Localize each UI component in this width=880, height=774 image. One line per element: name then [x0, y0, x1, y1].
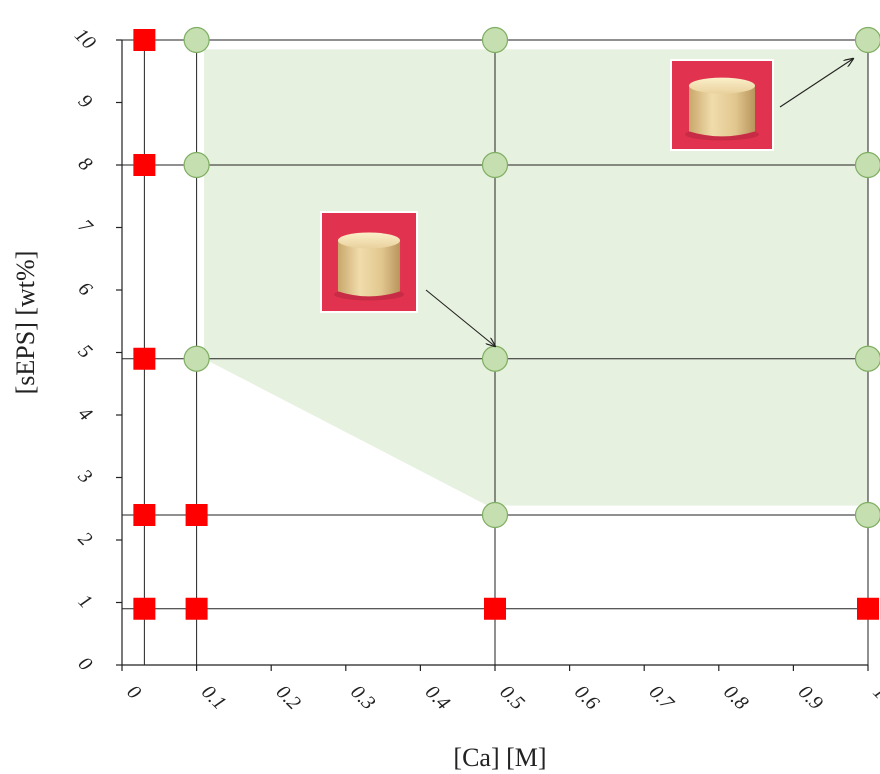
x-tick-label: 0.6: [570, 681, 603, 714]
gel-body: [337, 240, 401, 297]
x-tick-label: 0.1: [197, 681, 230, 714]
x-tick-label: 0.4: [421, 681, 454, 714]
green-circle-point: [854, 151, 880, 179]
red-square-point: [133, 29, 156, 51]
gel-sample-photo: [320, 211, 495, 346]
y-tick-label: 6: [74, 278, 97, 301]
green-circle-point: [481, 151, 509, 179]
y-tick-label: 4: [74, 403, 97, 426]
gel-body: [689, 85, 755, 137]
annotation-arrow: [779, 59, 853, 108]
axes: [116, 39, 869, 671]
red-square-point: [133, 154, 156, 176]
y-tick-label: 0: [74, 653, 97, 676]
gelation-region: [204, 49, 869, 506]
gel-sample-photo: [670, 59, 853, 151]
gelation-region-fill: [204, 49, 869, 506]
data-points: [133, 26, 880, 620]
red-square-point: [484, 597, 506, 620]
green-circle-point: [183, 345, 210, 372]
red-square-point: [133, 347, 156, 370]
green-circle-point: [854, 345, 880, 372]
red-square-point: [185, 597, 208, 620]
annotation-arrow: [425, 289, 495, 346]
green-circle-point: [481, 345, 509, 372]
y-axis-label: [sEPS] [wt%]: [11, 251, 40, 395]
green-circle-point: [854, 501, 880, 529]
y-tick-label: 10: [70, 24, 100, 54]
x-axis-label: [Ca] [M]: [453, 743, 546, 772]
x-tick-label: 0.5: [495, 681, 528, 714]
green-circle-point: [854, 26, 880, 54]
x-tick-label: 0.8: [719, 681, 752, 714]
green-circle-point: [183, 26, 210, 54]
x-tick-label: 0.9: [794, 681, 827, 714]
y-tick-label: 8: [74, 153, 97, 176]
gel-top: [689, 77, 755, 94]
red-square-point: [133, 504, 156, 526]
y-tick-label: 7: [74, 215, 97, 238]
red-square-point: [185, 504, 208, 526]
x-tick-label: 0.3: [346, 681, 379, 714]
red-square-point: [857, 597, 879, 620]
gel-top: [337, 232, 401, 249]
y-tick-label: 2: [74, 528, 97, 551]
y-tick-label: 9: [74, 90, 97, 113]
x-tick-label: 1: [868, 681, 880, 704]
y-tick-label: 3: [73, 464, 96, 487]
green-circle-point: [481, 501, 509, 529]
x-tick-label: 0.7: [645, 681, 679, 715]
x-tick-label: 0.2: [272, 681, 305, 714]
red-square-point: [133, 597, 156, 620]
y-tick-label: 1: [74, 590, 97, 613]
y-tick-label: 5: [74, 340, 97, 363]
photo-insets: [320, 59, 853, 347]
x-tick-label: 0: [122, 681, 145, 704]
green-circle-point: [481, 26, 509, 54]
green-circle-point: [183, 151, 210, 179]
